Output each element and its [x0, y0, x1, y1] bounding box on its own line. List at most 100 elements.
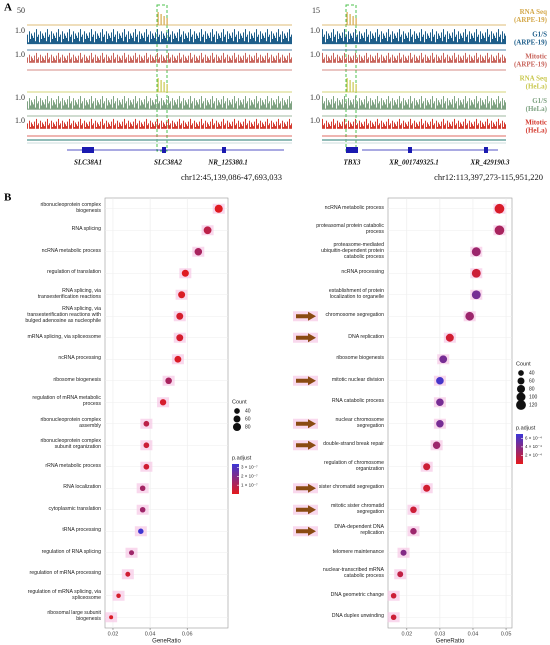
- category-label: ncRNA metabolic process: [324, 204, 384, 211]
- dot: [143, 463, 150, 470]
- category-label: ribonucleoprotein complex subunit organi…: [40, 438, 101, 451]
- category-label: rRNA metabolic process: [45, 462, 101, 469]
- gene-name: SLC38A1: [74, 159, 102, 167]
- track-fill: [322, 28, 506, 45]
- dot: [109, 615, 114, 620]
- legend-dot: [517, 377, 525, 385]
- legend-label: 80: [245, 424, 251, 430]
- dot: [138, 528, 144, 534]
- legend-label: 40: [245, 408, 251, 414]
- region: chr12:113,397,273-115,951,220: [434, 172, 543, 182]
- category-label: regulation of chromosome organization: [324, 459, 384, 472]
- gene-body: [408, 147, 412, 153]
- category-label: regulation of mRNA splicing, via spliceo…: [27, 588, 101, 601]
- region: chr12:45,139,086-47,693,033: [181, 172, 282, 182]
- gene-name: NR_125380.1: [207, 159, 247, 167]
- category-label: double-strand break repair: [323, 441, 384, 448]
- dot: [432, 441, 441, 449]
- dot: [410, 528, 417, 535]
- track-scale: 1.0: [15, 93, 25, 102]
- dot: [436, 419, 444, 428]
- dot: [390, 614, 397, 621]
- track-spike: [352, 82, 354, 92]
- category-label: RNA splicing, via transesterification re…: [25, 306, 101, 325]
- arrow: [296, 440, 316, 450]
- track-scale: 1.0: [15, 50, 25, 59]
- category-label: regulation of translation: [47, 269, 101, 276]
- x-tick-label: 0.05: [501, 631, 512, 637]
- legend-dot: [516, 392, 526, 402]
- legend-title: Count: [516, 361, 531, 367]
- dot: [139, 506, 146, 513]
- track-label: RNA Seq: [520, 8, 548, 16]
- track-signal: [322, 28, 506, 45]
- gene-name: XR_429190.3: [469, 159, 510, 167]
- category-label: ncRNA processing: [58, 355, 101, 362]
- track-scale: 1.0: [310, 26, 320, 35]
- category-label: RNA localization: [63, 484, 101, 491]
- category-label: mitotic nuclear division: [331, 376, 384, 383]
- dot: [203, 226, 212, 235]
- category-label: proteasome-mediated ubiquitin-dependent …: [321, 241, 384, 260]
- track-label: (HeLa): [526, 105, 548, 113]
- dot: [125, 571, 131, 577]
- arrow: [296, 376, 316, 386]
- gene-name: TBX3: [343, 159, 361, 167]
- track-label: Mitotic: [525, 53, 547, 61]
- arrow: [296, 419, 316, 429]
- track-spike: [346, 78, 348, 92]
- category-label: establishment of protein localization to…: [328, 287, 384, 300]
- legend-label: 100: [529, 394, 538, 400]
- legend-title: p.adjust: [516, 425, 536, 431]
- panel-label: B: [4, 192, 12, 204]
- dot: [176, 312, 184, 320]
- dot: [178, 291, 186, 299]
- dot: [194, 247, 203, 256]
- track-fill: [27, 118, 292, 129]
- track-label: (ARPE-19): [514, 61, 548, 69]
- dot: [439, 355, 448, 364]
- color-bar: [516, 434, 523, 464]
- category-label: ribosomal large subunit biogenesis: [47, 610, 101, 623]
- category-label: DNA duplex unwinding: [331, 613, 384, 620]
- track-spike: [349, 14, 351, 25]
- x-tick-label: 0.04: [145, 631, 156, 637]
- legend-label: 80: [529, 386, 535, 392]
- dot: [174, 355, 182, 363]
- legend-label: 60: [529, 378, 535, 384]
- legend-label: 40: [529, 370, 535, 376]
- track-scale: 1.0: [310, 50, 320, 59]
- category-label: regulation of mRNA metabolic process: [32, 395, 101, 408]
- gene-body: [162, 147, 166, 153]
- legend-tick-label: 6 × 10⁻⁴: [525, 435, 542, 440]
- track-signal: [322, 118, 506, 129]
- dot: [410, 506, 417, 514]
- arrow: [296, 483, 316, 493]
- x-axis-title: GeneRatio: [436, 639, 465, 645]
- legend-tick-label: 4 × 10⁻⁴: [525, 444, 542, 449]
- track-signal: [322, 95, 506, 110]
- track-spike: [349, 80, 351, 92]
- category-label: cytoplasmic translation: [48, 505, 101, 512]
- category-label: ribonucleoprotein complex biogenesis: [40, 201, 101, 214]
- arrow: [296, 505, 316, 515]
- x-tick-label: 0.06: [182, 631, 193, 637]
- dot: [494, 203, 505, 214]
- legend-tick-label: 3 × 10⁻⁷: [241, 465, 258, 470]
- category-label: telomere maintenance: [332, 548, 384, 555]
- dot: [159, 399, 167, 406]
- track-fill: [27, 52, 292, 63]
- category-label: DNA-dependent DNA replication: [334, 524, 384, 537]
- track-spike: [355, 84, 357, 92]
- track-spike: [157, 12, 159, 25]
- track-spike: [160, 80, 162, 92]
- category-label: regulation of mRNA processing: [29, 570, 101, 577]
- track-signal: [27, 95, 292, 110]
- legend-dot: [516, 400, 526, 410]
- track-scale: 15: [312, 6, 320, 15]
- track-label: (ARPE-19): [514, 16, 548, 24]
- arrow: [296, 333, 316, 343]
- category-label: DNA replication: [348, 333, 384, 340]
- x-tick-label: 0.04: [468, 631, 479, 637]
